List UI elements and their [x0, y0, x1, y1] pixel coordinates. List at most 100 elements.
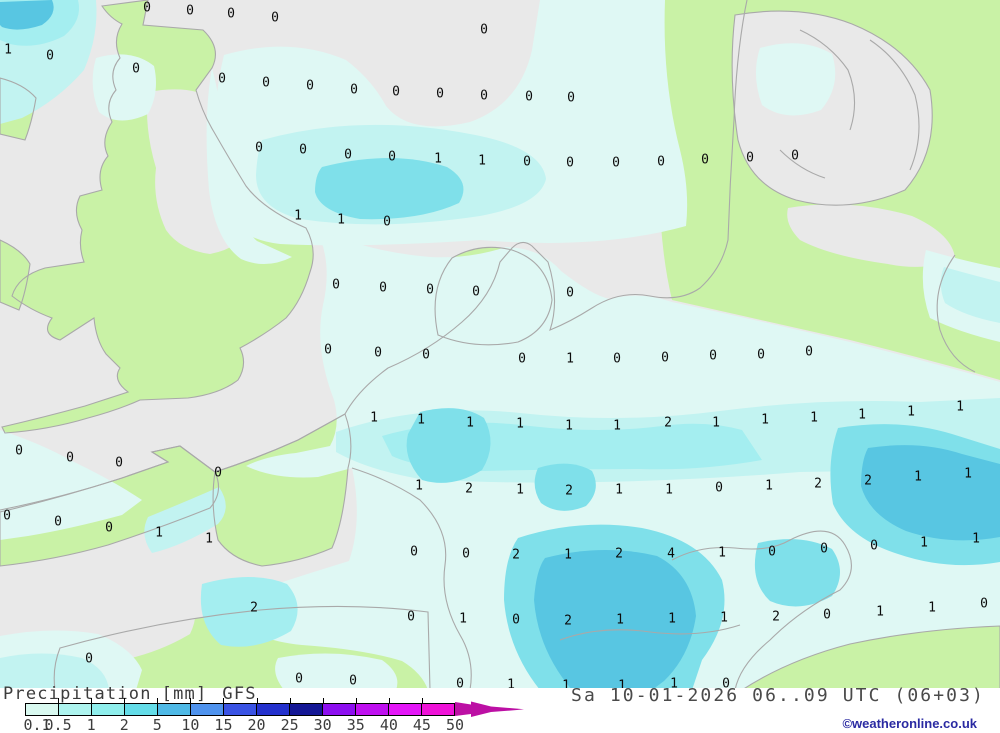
legend-tick-mark: [388, 698, 390, 703]
coast-continental: [0, 0, 748, 511]
coast-denmark-arcs: [779, 29, 920, 179]
legend-tick-mark: [355, 698, 357, 703]
legend-segment-45: [422, 704, 454, 715]
legend-tick-mark: [91, 698, 93, 703]
map-value-label: 0: [407, 609, 415, 625]
legend-tick-mark: [322, 698, 324, 703]
map-value-label: 0: [186, 3, 194, 19]
legend-segment-15: [224, 704, 257, 715]
map-value-label: 2: [814, 476, 822, 492]
precip-brittany-south-blob: [200, 577, 298, 647]
land-ireland-south: [0, 240, 30, 310]
map-value-label: 0: [518, 351, 526, 367]
map-value-label: 1: [928, 600, 936, 616]
map-value-label: 0: [462, 546, 470, 562]
legend-segment-40: [389, 704, 422, 715]
map-value-label: 1: [415, 478, 423, 494]
legend-model: GFS: [222, 684, 257, 704]
legend-segment-35: [356, 704, 389, 715]
legend-segment-20: [257, 704, 290, 715]
map-value-label: 1: [507, 677, 515, 691]
map-value-label: 0: [472, 284, 480, 300]
map-value-label: 0: [566, 285, 574, 301]
map-value-label: 2: [465, 481, 473, 497]
precip-channel-left: [0, 430, 142, 540]
map-value-label: 0: [980, 596, 988, 612]
map-value-label: 0: [661, 350, 669, 366]
precip-baltic-core: [940, 267, 1000, 323]
map-value-label: 1: [155, 525, 163, 541]
map-value-label: 0: [132, 61, 140, 77]
precip-northsea-blob: [315, 158, 464, 220]
map-value-label: 2: [772, 609, 780, 625]
map-value-label: 2: [564, 613, 572, 629]
map-value-label: 0: [349, 673, 357, 689]
map-value-label: 0: [426, 282, 434, 298]
map-value-label: 1: [337, 212, 345, 228]
legend-tick-labels: 0.1 0.5 1 2 5 10 15 20 25 30 35 40 45 50: [23, 716, 505, 733]
map-value-label: 1: [478, 153, 486, 169]
precip-rhine-blob: [406, 408, 491, 483]
legend-tick-mark: [256, 698, 258, 703]
map-value-label: 0: [746, 150, 754, 166]
map-value-label: 0: [613, 351, 621, 367]
map-value-label: 2: [864, 473, 872, 489]
legend-tick-marks: [25, 698, 455, 703]
legend-tick-label: 0.1: [23, 716, 51, 733]
legend-tick-label: 20: [247, 716, 266, 733]
map-value-label: 1: [466, 415, 474, 431]
map-value-label: 0: [255, 140, 263, 156]
legend-tick-label: 50: [445, 716, 465, 733]
map-value-label: 1: [964, 466, 972, 482]
legend-tick-label: 0.5: [44, 716, 72, 733]
border-france-germany: [351, 467, 472, 690]
map-value-label: 0: [105, 520, 113, 536]
map-value-label: 1: [562, 678, 570, 691]
map-value-label: 1: [434, 151, 442, 167]
legend-segment-1: [92, 704, 125, 715]
map-value-label: 0: [480, 22, 488, 38]
legend-tick-label: 2: [119, 716, 129, 733]
legend-tick-mark: [157, 698, 159, 703]
map-value-label: 0: [791, 148, 799, 164]
legend-segment-5: [158, 704, 191, 715]
map-value-label: 1: [665, 482, 673, 498]
map-value-label: 1: [417, 412, 425, 428]
precip-brittany-finger: [144, 487, 226, 553]
legend-tick-label: 30: [313, 716, 332, 733]
map-value-label: 0: [306, 78, 314, 94]
precip-scotland-core: [0, 0, 54, 30]
map-value-label: 1: [972, 531, 980, 547]
map-value-label: 0: [512, 612, 520, 628]
map-value-label: 0: [757, 347, 765, 363]
legend-color-bar: [25, 703, 455, 716]
map-value-label: 1: [616, 612, 624, 628]
map-value-label: 1: [516, 416, 524, 432]
map-value-label: 0: [805, 344, 813, 360]
precipitation-value-labels: 0 0 0 0 0 1 0 0 0 0 0 0 0 0 0 0 0 0 0 0 0 1 1 0 0 0 0 0 0 0 1 1 0 0 0 0 0 0 0 0…: [3, 2, 988, 691]
map-value-label: 0: [214, 465, 222, 481]
map-value-label: 1: [613, 418, 621, 434]
precip-ne-england: [92, 54, 156, 121]
legend-tick-label: 5: [152, 716, 162, 733]
map-value-label: 0: [525, 89, 533, 105]
legend-tick-label: 40: [379, 716, 398, 733]
map-value-label: 1: [205, 531, 213, 547]
map-value-label: 2: [250, 600, 258, 616]
precip-loire-finger: [275, 653, 398, 690]
map-value-label: 0: [324, 342, 332, 358]
legend-overflow-arrow: [455, 701, 525, 722]
map-value-label: 1: [668, 611, 676, 627]
map-value-label: 0: [436, 86, 444, 102]
land-alps-corner: [742, 626, 1000, 690]
map-value-label: 4: [667, 546, 675, 562]
legend-tick-label: 35: [346, 716, 365, 733]
map-value-label: 0: [410, 544, 418, 560]
map-value-label: 0: [350, 82, 358, 98]
legend-tick-label: 10: [181, 716, 200, 733]
map-value-label: 2: [615, 546, 623, 562]
border-alps: [559, 624, 741, 641]
map-value-label: 1: [858, 407, 866, 423]
map-value-label: 1: [712, 415, 720, 431]
map-value-label: 1: [4, 42, 12, 58]
